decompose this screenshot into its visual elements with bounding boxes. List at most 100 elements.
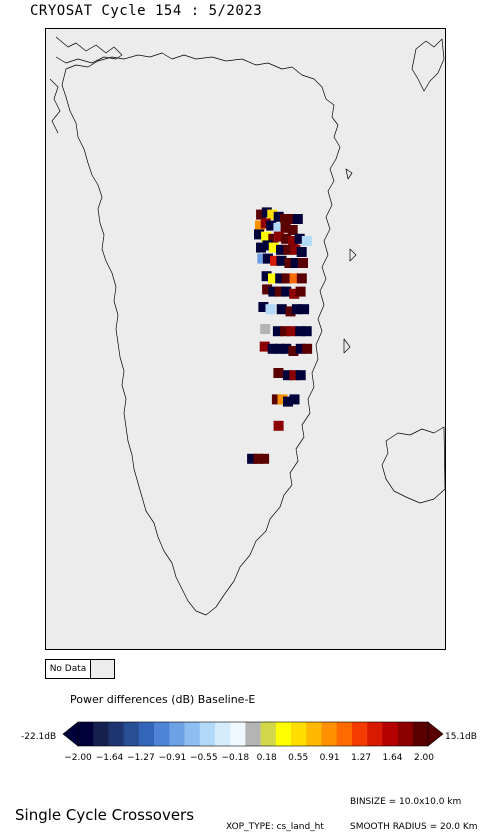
colorbar-min-label: -22.1dB [21,732,57,742]
colorbar-tick-label: 0.18 [257,753,277,763]
colorbar-segment [367,722,383,746]
colorbar-segment [260,722,277,746]
crossover-cell [281,343,292,354]
colorbar-tick-label: −2.00 [64,753,92,763]
crossover-cell [254,229,264,240]
crossover-cell [271,394,282,405]
no-data-legend: No Data [45,659,115,679]
crossover-cell [295,326,306,337]
crossover-cell [274,343,285,354]
crossover-cell [273,368,284,378]
crossover-cell [268,233,279,244]
colorbar-segment [93,722,109,746]
crossover-cell [267,209,278,220]
colorbar-segment [214,722,231,746]
crossover-cell [257,253,268,264]
crossover-cell [277,394,288,405]
colorbar-segment [123,722,140,746]
crossover-cell [258,302,269,312]
crossover-cell [302,343,313,354]
crossover-cell [280,222,291,233]
binsize-text: BINSIZE = 10.0x10.0 km [350,797,462,807]
colorbar-segment [230,722,246,746]
crossover-cell [255,220,265,231]
map-panel [45,28,446,650]
colorbar-segment [169,722,185,746]
crossover-cell [291,304,302,315]
crossover-cell [265,304,276,315]
colorbar-segment [108,722,124,746]
colorbar-segment [306,722,322,746]
colorbar-segment [199,722,216,746]
colorbar-tick-label: −0.91 [159,753,187,763]
crossover-cell [280,214,290,224]
colorbar-segment [78,722,94,746]
crossover-cell [295,343,306,354]
crossover-cell [286,214,297,224]
no-data-swatch [91,660,114,678]
crossover-cell [296,273,307,284]
crossover-cell [273,231,284,242]
crossover-cell [289,370,300,381]
crossover-cell [284,258,295,268]
colorbar-tick-label: 1.64 [382,753,402,763]
crossover-cell [273,222,284,233]
crossover-cell [276,255,287,266]
colorbar-tick-label: −1.64 [96,753,124,763]
colorbar-max-arrow [427,721,444,747]
crossover-cell [282,370,293,381]
crossover-cell [261,231,272,242]
crossover-cell [266,220,277,231]
crossover-cell [276,244,286,255]
colorbar-segment [184,722,201,746]
crossover-cell [301,326,312,337]
crossover-cell [301,236,312,246]
map-title: CRYOSAT Cycle 154 : 5/2023 [30,3,263,19]
crossover-cell [247,453,258,464]
svalbard-coastline [411,38,445,92]
crossover-cell [256,209,267,220]
xop-type-text: XOP_TYPE: cs_land_ht [226,822,324,832]
greenland-coastline [61,52,341,616]
colorbar-segment [275,722,292,746]
crossover-cell [268,273,278,284]
colorbar-segment [138,722,155,746]
crossover-cell [286,326,297,337]
crossover-cell [262,284,273,295]
crossover-cell [298,258,308,268]
crossover-cell [281,273,292,284]
colorbar-segment [245,722,261,746]
crossover-cell [268,286,279,297]
crossover-cell [274,286,285,297]
colorbar-tick-label: 0.55 [288,753,308,763]
colorbar: −2.00 −1.64 −1.27 −0.91 −0.55 −0.18 0.18 0.55 0.… [62,721,444,763]
crossover-cell [260,218,271,229]
colorbar-segment [321,722,337,746]
no-data-label: No Data [46,660,91,678]
crossover-cell [262,253,273,264]
canada-coastline-2 [49,78,61,134]
crossover-cells [247,207,313,464]
colorbar-title: Power differences (dB) Baseline-E [70,693,256,706]
crossover-cell [268,242,279,253]
crossover-cell [275,273,286,284]
crossover-cell [281,233,292,244]
crossover-cell [281,286,292,297]
crossover-cell [261,207,272,218]
crossover-cell [259,453,270,464]
colorbar-tick-label: 2.00 [414,753,434,763]
crossover-cell [289,273,300,284]
colorbar-tick-label: −0.55 [190,753,218,763]
crossover-cell [296,247,307,257]
east-islands [343,168,357,354]
colorbar-min-arrow [62,721,79,747]
crossover-cell [253,453,264,464]
crossover-cell [259,341,270,352]
crossover-cell [290,258,301,268]
crossover-cell [285,306,296,317]
crossover-cell [288,346,299,356]
colorbar-segment [412,722,429,746]
crossover-cell [290,244,301,255]
colorbar-segment [351,722,368,746]
greenland-map [49,36,445,616]
